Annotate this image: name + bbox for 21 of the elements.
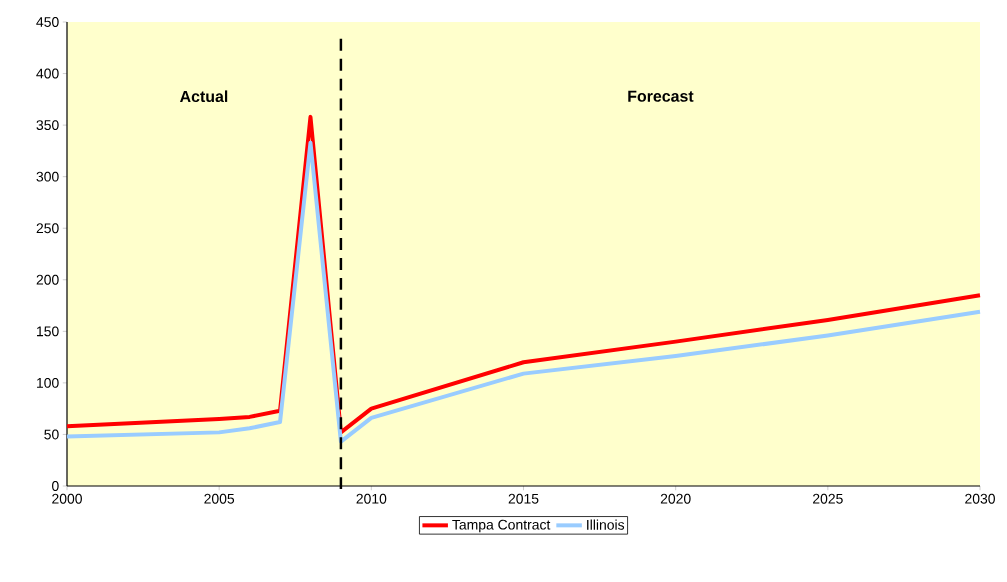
legend-label: Illinois	[587, 519, 625, 530]
x-tick-label: 2030	[965, 493, 995, 504]
y-tick-label: 150	[37, 326, 59, 337]
legend-label: Tampa Contract	[452, 519, 551, 533]
x-tick-label: 2015	[508, 493, 539, 504]
annotation: Actual	[179, 90, 228, 103]
y-tick-label: 200	[36, 274, 59, 285]
y-tick-label: 400	[36, 68, 59, 79]
annotation: Forecast	[628, 90, 694, 102]
x-tick-label: 2000	[52, 493, 82, 504]
y-tick-label: 100	[37, 377, 59, 388]
y-tick-label: 350	[36, 120, 59, 131]
y-tick-label: 300	[36, 171, 59, 182]
y-tick-label: 250	[36, 223, 59, 234]
y-tick-label: 450	[36, 17, 59, 27]
x-tick-label: 2005	[204, 493, 235, 504]
x-tick-label: 2020	[660, 493, 691, 504]
y-tick-label: 50	[44, 429, 59, 440]
x-tick-label: 2025	[813, 493, 843, 504]
x-tick-label: 2010	[356, 493, 387, 504]
y-tick-label: 0	[52, 481, 59, 491]
